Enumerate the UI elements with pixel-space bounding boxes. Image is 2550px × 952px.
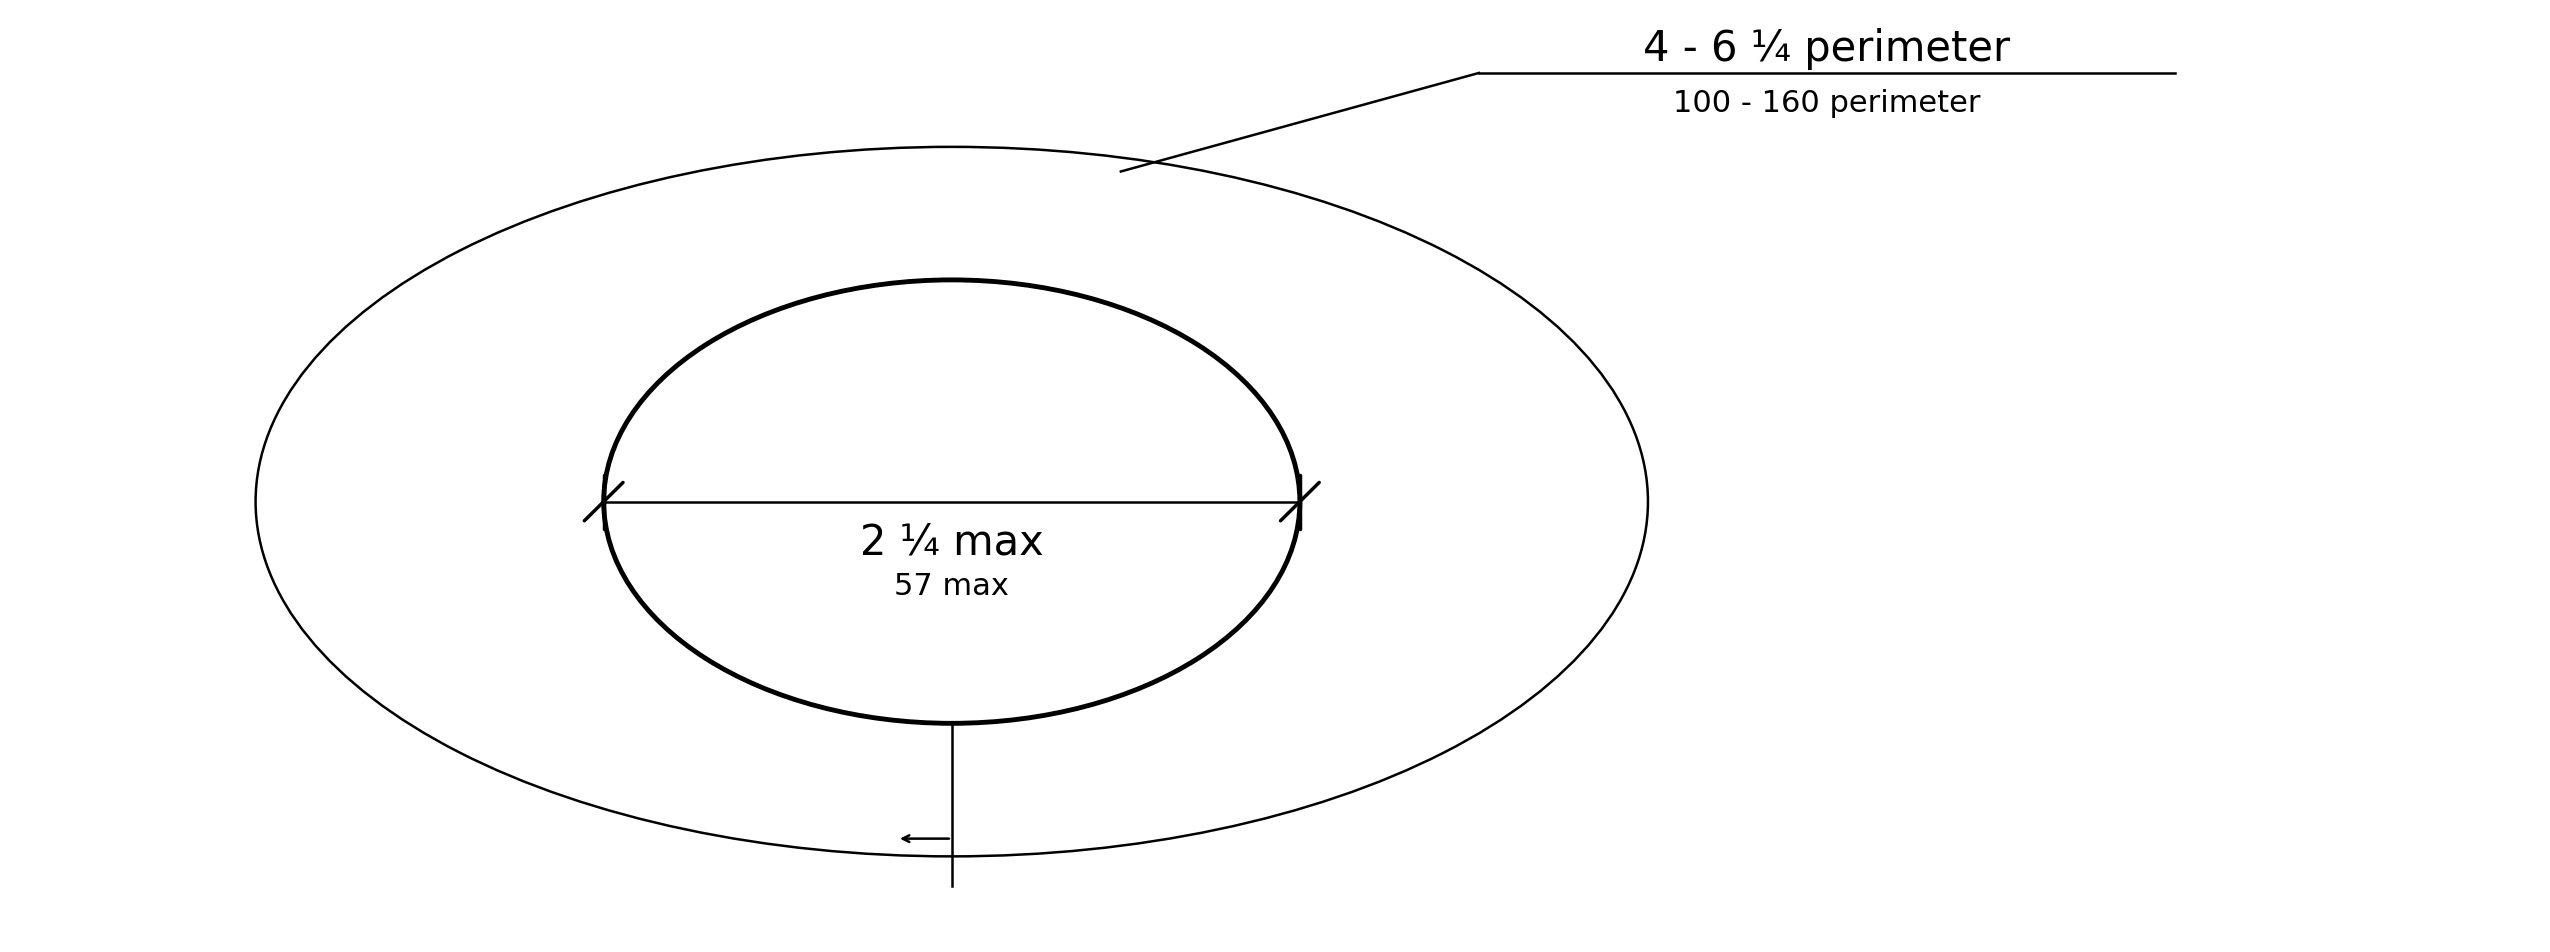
- Text: 100 - 160 perimeter: 100 - 160 perimeter: [1673, 89, 1981, 118]
- Text: 57 max: 57 max: [895, 571, 1010, 601]
- Text: 4 - 6 ¼ perimeter: 4 - 6 ¼ perimeter: [1642, 29, 2009, 70]
- Text: 2 ¼ max: 2 ¼ max: [859, 521, 1043, 563]
